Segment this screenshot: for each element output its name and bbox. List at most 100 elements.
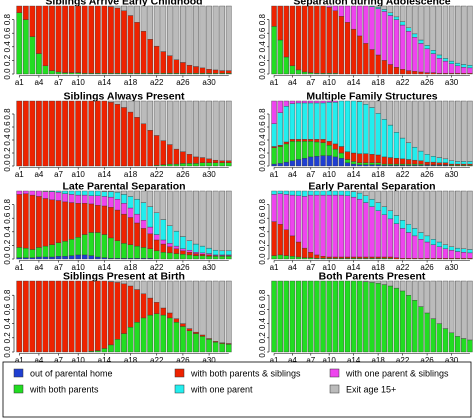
y-tick-label: 0.8 [3, 13, 12, 25]
bar-segment-exit [140, 5, 147, 32]
bar-segment-one-parent [418, 150, 424, 161]
bar-segment-both-parents-siblings [308, 252, 314, 258]
bar-segment-both-parents-siblings [49, 5, 55, 71]
x-tick-label: a4 [288, 263, 297, 272]
bar-segment-one-parent [114, 192, 121, 200]
bar-segment-one-parent-siblings [308, 100, 314, 104]
bar-segment-both-parents [455, 336, 461, 353]
bar-segment-both-parents-siblings [140, 30, 147, 74]
x-tick-label: a22 [150, 78, 164, 87]
panel-title: Siblings Arrive Early Childhood [45, 0, 202, 8]
bar-segment-one-parent-siblings [308, 194, 314, 253]
bar-segment-both-parents [173, 163, 180, 167]
bar-segment-one-parent-siblings [326, 5, 332, 8]
bar-segment-both-parents [308, 72, 314, 75]
panel-siblings-arrive-early-childhood: Siblings Arrive Early Childhood 0.0 0.20.4… [3, 0, 232, 87]
bar-segment-both-parents-siblings [108, 281, 114, 346]
bar-segment-exit [127, 5, 134, 16]
bar-segment-exit [412, 190, 418, 229]
bar-segment-exit [430, 100, 436, 157]
bar-segment-both-parents-siblings [29, 100, 36, 167]
bar-segment-one-parent-siblings [442, 248, 449, 259]
bar-segment-both-parents [121, 333, 127, 353]
bar-segment-one-parent-siblings [22, 190, 29, 194]
bar-segment-both-parents-siblings [314, 254, 320, 259]
bar-segment-both-parents-siblings [301, 247, 308, 258]
bar-segment-exit [121, 280, 127, 285]
legend-label: with both parents & siblings [190, 369, 301, 379]
panel-title: Both Parents Present [319, 271, 426, 283]
bar-segment-one-parent [289, 190, 296, 196]
bar-segment-one-parent [193, 243, 199, 253]
bar-segment-out-home [344, 162, 351, 167]
bar-segment-both-parents-siblings [36, 5, 42, 54]
bar-segment-both-parents-siblings [461, 163, 467, 166]
bar-segment-out-home [16, 257, 23, 260]
bar-segment-exit [448, 100, 455, 161]
bar-segment-both-parents-siblings [338, 146, 345, 154]
bar-segment-one-parent-siblings [412, 235, 418, 259]
bar-segment-both-parents [68, 72, 75, 75]
bar-segment-exit [424, 100, 430, 155]
bar-segment-exit [186, 100, 193, 155]
bar-segment-one-parent [442, 158, 449, 163]
x-tick-label: a10 [72, 356, 86, 365]
bar-segment-both-parents-siblings [320, 256, 326, 259]
legend-swatch [13, 384, 24, 394]
bar-segment-both-parents-siblings [199, 334, 206, 337]
bar-segment-both-parents [424, 312, 430, 353]
bar-segment-both-parents-siblings [127, 217, 134, 245]
y-tick-label: 0.6 [3, 303, 12, 315]
bar-segment-exit [206, 280, 212, 339]
bar-segment-both-parents-siblings [62, 201, 68, 242]
bar-segment-both-parents-siblings [121, 10, 127, 74]
bar-segment-exit [424, 190, 430, 237]
y-tick-label: 0.0 [3, 160, 12, 172]
bar-segment-one-parent-siblings [75, 194, 82, 204]
bar-segment-one-parent-siblings [430, 53, 436, 73]
bar-segment-both-parents-siblings [430, 72, 436, 75]
bar-segment-out-home [308, 156, 314, 167]
bar-segment-one-parent-siblings [436, 246, 443, 259]
bar-segment-both-parents [271, 26, 277, 75]
bar-segment-one-parent [332, 190, 338, 196]
bar-segment-one-parent [212, 249, 219, 256]
bar-segment-both-parents-siblings [381, 156, 387, 165]
bar-segment-both-parents [418, 306, 424, 353]
bar-segment-both-parents [147, 314, 154, 353]
bar-segment-exit [127, 100, 134, 113]
bar-segment-exit [442, 5, 449, 59]
bar-segment-both-parents [308, 257, 314, 260]
bar-segment-one-parent-siblings [283, 194, 289, 230]
bar-segment-one-parent [448, 60, 455, 64]
x-tick-label: a10 [72, 170, 86, 179]
bar-segment-exit [357, 190, 363, 194]
bar-segment-exit [225, 280, 232, 344]
bar-segment-one-parent-siblings [332, 100, 338, 103]
x-tick-label: a10 [72, 78, 86, 87]
bars [271, 280, 473, 353]
bar-segment-exit [448, 280, 455, 334]
x-tick-label: a7 [306, 356, 315, 365]
bar-segment-both-parents-siblings [399, 69, 406, 75]
bar-segment-both-parents-siblings [399, 158, 406, 165]
bar-segment-both-parents [62, 241, 68, 257]
bar-segment-one-parent [467, 64, 473, 69]
bar-segment-both-parents [320, 142, 326, 156]
bar-segment-one-parent [455, 247, 461, 252]
bar-segment-one-parent [357, 192, 363, 200]
bar-segment-one-parent [101, 191, 108, 197]
bar-segment-both-parents [295, 256, 302, 260]
bar-segment-both-parents-siblings [75, 100, 82, 167]
bar-segment-one-parent [271, 190, 277, 195]
bar-segment-both-parents [289, 280, 296, 353]
bar-segment-both-parents [350, 280, 357, 353]
bar-segment-out-home [29, 257, 36, 260]
bar-segment-both-parents-siblings [180, 250, 186, 255]
bar-segment-exit [461, 280, 467, 339]
bar-segment-one-parent-siblings [424, 241, 430, 259]
bar-segment-one-parent [68, 190, 75, 195]
bar-segment-one-parent [406, 224, 412, 233]
bar-segment-out-home [101, 257, 108, 260]
panel-title: Siblings Present at Birth [63, 271, 185, 283]
